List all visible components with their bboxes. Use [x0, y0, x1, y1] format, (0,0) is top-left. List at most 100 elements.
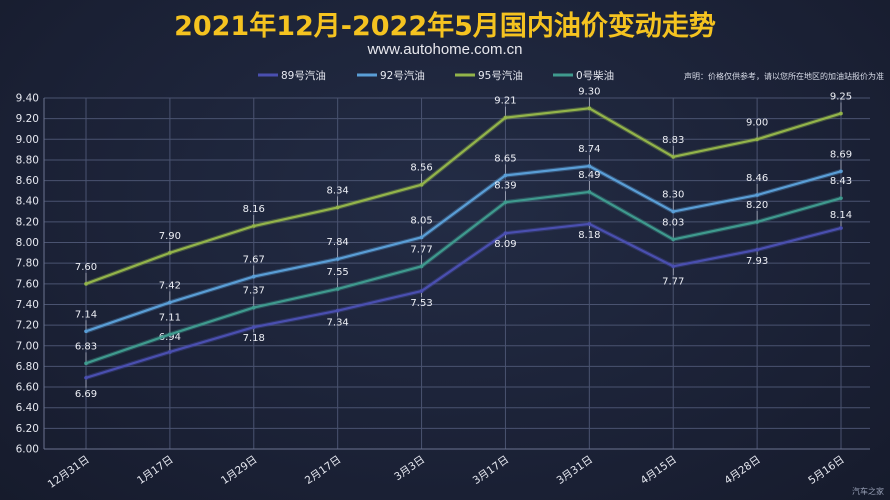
- data-point: [419, 182, 424, 187]
- data-label: 7.77: [662, 276, 684, 287]
- watermark: 汽车之家: [852, 487, 884, 496]
- data-label: 8.14: [830, 210, 852, 221]
- data-label: 9.30: [578, 86, 600, 97]
- x-tick-label: 3月3日: [392, 454, 427, 484]
- data-point: [503, 173, 508, 178]
- y-tick-label: 6.60: [16, 382, 39, 394]
- data-label: 7.42: [159, 280, 181, 291]
- data-point: [671, 237, 676, 242]
- data-point: [251, 274, 256, 279]
- data-label: 8.43: [830, 176, 852, 187]
- y-tick-label: 6.00: [16, 444, 39, 456]
- data-point: [84, 375, 88, 380]
- data-point: [839, 169, 843, 174]
- data-point: [251, 224, 256, 228]
- data-point: [755, 247, 759, 252]
- y-tick-label: 8.80: [16, 154, 39, 166]
- data-label: 8.34: [327, 185, 349, 196]
- series-line-glow: [85, 189, 842, 366]
- data-label: 8.49: [578, 170, 600, 181]
- y-tick-label: 8.00: [16, 237, 39, 249]
- data-point: [168, 300, 172, 305]
- data-point: [251, 325, 256, 329]
- series-line: [85, 107, 842, 285]
- data-point: [419, 235, 424, 240]
- x-tick-label: 4月15日: [638, 454, 679, 487]
- data-label: 7.60: [75, 262, 97, 273]
- data-point: [419, 264, 424, 269]
- disclaimer-note: 声明：价格仅供参考，请以您所在地区的加油站报价为准: [684, 72, 884, 81]
- data-label: 8.83: [662, 135, 684, 146]
- data-label: 8.18: [578, 230, 600, 241]
- y-tick-label: 8.40: [16, 196, 39, 208]
- data-label: 9.21: [494, 96, 516, 107]
- data-label: 8.56: [410, 163, 432, 174]
- series-line: [85, 165, 842, 333]
- data-point: [168, 251, 172, 255]
- y-tick-label: 6.80: [16, 361, 39, 373]
- y-tick-label: 9.40: [16, 93, 39, 105]
- data-label: 7.77: [410, 244, 432, 255]
- series-line: [85, 190, 842, 365]
- data-point: [587, 164, 592, 168]
- data-label: 6.94: [159, 332, 181, 343]
- y-tick-label: 9.20: [16, 113, 39, 125]
- data-label: 6.83: [75, 341, 97, 352]
- y-tick-label: 8.60: [16, 175, 39, 187]
- y-tick-label: 8.20: [16, 216, 39, 228]
- data-point: [671, 209, 676, 214]
- data-point: [839, 226, 843, 230]
- data-label: 7.90: [159, 231, 181, 242]
- data-point: [503, 231, 508, 236]
- data-point: [168, 332, 172, 337]
- legend-label: 95号汽油: [478, 69, 523, 82]
- chart-subtitle: www.autohome.com.cn: [367, 41, 523, 58]
- data-point: [335, 205, 340, 210]
- y-tick-label: 7.80: [16, 258, 39, 270]
- data-label: 7.55: [327, 267, 349, 278]
- data-point: [84, 361, 88, 366]
- legend-label: 89号汽油: [281, 69, 326, 82]
- x-tick-label: 4月28日: [722, 454, 763, 487]
- data-label: 8.09: [494, 239, 516, 250]
- data-label: 7.84: [327, 237, 349, 248]
- series-line-glow: [85, 163, 842, 334]
- data-label: 6.69: [75, 389, 97, 400]
- data-label: 7.14: [75, 309, 97, 320]
- data-point: [671, 155, 676, 159]
- series-line: [85, 222, 842, 379]
- data-point: [503, 200, 508, 205]
- data-label: 8.69: [830, 149, 852, 160]
- data-label: 9.25: [830, 91, 852, 102]
- y-tick-label: 7.40: [16, 299, 39, 311]
- y-tick-label: 7.60: [16, 278, 39, 290]
- legend-label: 0号柴油: [576, 69, 614, 82]
- x-tick-label: 5月16日: [806, 454, 847, 487]
- data-label: 8.05: [410, 215, 432, 226]
- data-point: [168, 350, 172, 354]
- x-tick-label: 3月17日: [471, 454, 512, 487]
- x-tick-label: 3月31日: [555, 454, 596, 487]
- data-point: [84, 282, 88, 286]
- data-label: 8.20: [746, 200, 768, 211]
- data-label: 7.11: [159, 312, 181, 323]
- data-point: [755, 137, 759, 142]
- x-tick-label: 2月17日: [303, 454, 344, 487]
- data-point: [839, 196, 843, 200]
- data-label: 8.16: [243, 204, 265, 215]
- data-point: [335, 287, 340, 291]
- chart-title: 2021年12月-2022年5月国内油价变动走势: [174, 11, 716, 42]
- data-label: 7.37: [243, 286, 265, 297]
- y-tick-label: 7.00: [16, 340, 39, 352]
- data-label: 8.03: [662, 217, 684, 228]
- data-point: [251, 305, 256, 310]
- data-point: [671, 264, 676, 269]
- data-label: 9.00: [746, 117, 768, 128]
- x-tick-label: 1月17日: [135, 454, 176, 487]
- data-label: 8.65: [494, 153, 516, 164]
- data-point: [335, 308, 340, 313]
- x-tick-label: 12月31日: [46, 454, 92, 491]
- legend-label: 92号汽油: [380, 69, 425, 82]
- data-label: 7.67: [243, 255, 265, 266]
